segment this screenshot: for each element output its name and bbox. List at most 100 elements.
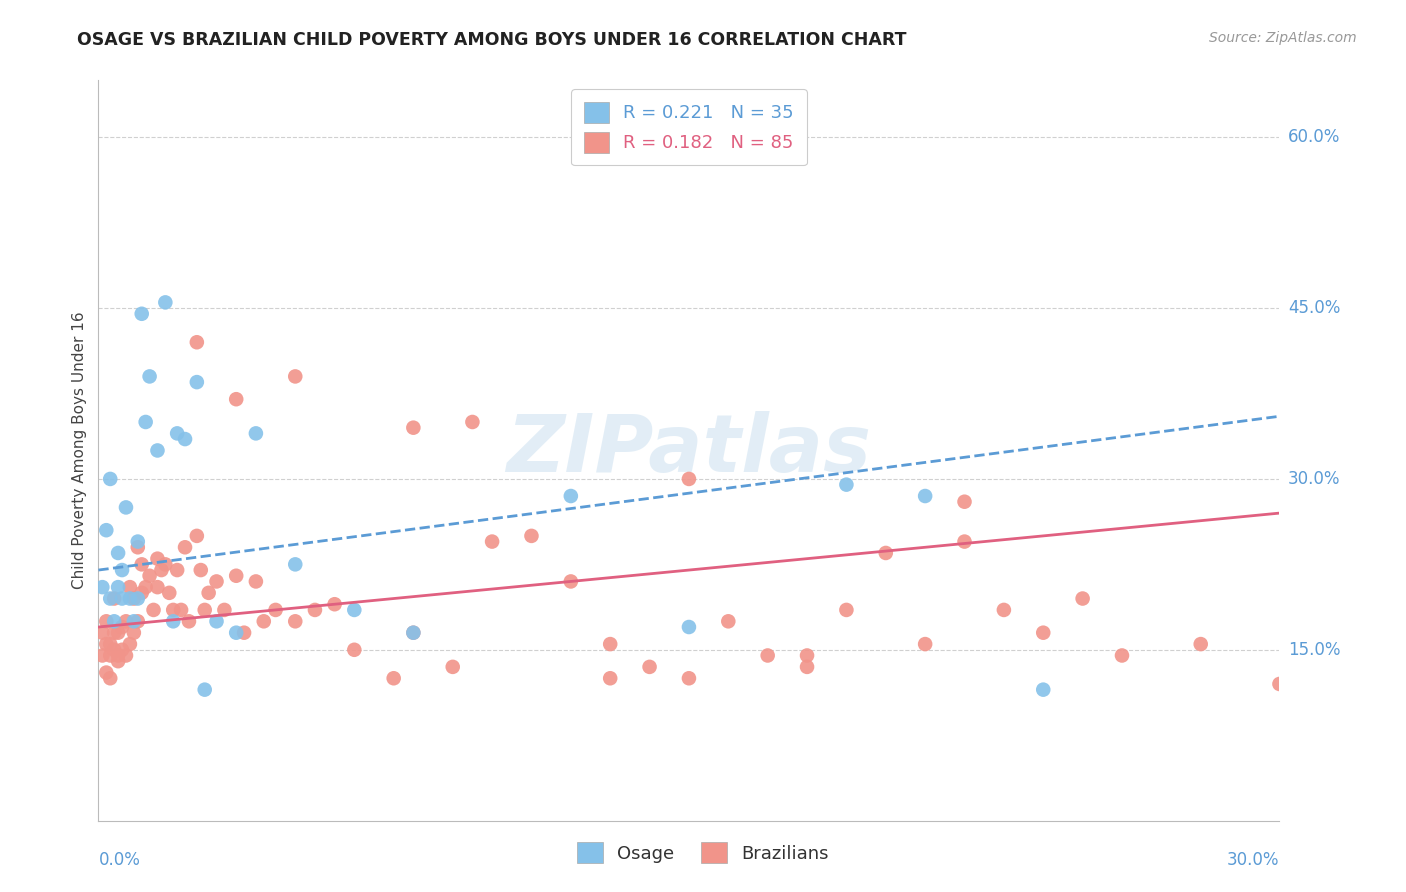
Point: [599, 671, 621, 685]
Point: [875, 546, 897, 560]
Point: [96, 665, 118, 680]
Point: [111, 563, 134, 577]
Point: [953, 534, 976, 549]
Point: [835, 603, 858, 617]
Point: [678, 620, 700, 634]
Text: 45.0%: 45.0%: [1288, 299, 1340, 317]
Point: [678, 671, 700, 685]
Point: [138, 369, 160, 384]
Point: [96, 523, 118, 537]
Point: [174, 541, 197, 555]
Point: [560, 489, 582, 503]
Text: OSAGE VS BRAZILIAN CHILD POVERTY AMONG BOYS UNDER 16 CORRELATION CHART: OSAGE VS BRAZILIAN CHILD POVERTY AMONG B…: [77, 31, 907, 49]
Text: 60.0%: 60.0%: [1288, 128, 1340, 146]
Point: [155, 558, 177, 572]
Point: [142, 603, 165, 617]
Point: [402, 420, 425, 434]
Point: [98, 472, 121, 486]
Point: [914, 637, 936, 651]
Point: [953, 494, 976, 508]
Point: [796, 648, 818, 663]
Point: [118, 580, 141, 594]
Point: [214, 603, 236, 617]
Point: [115, 615, 138, 629]
Point: [96, 637, 118, 651]
Text: 30.0%: 30.0%: [1288, 470, 1340, 488]
Point: [756, 648, 779, 663]
Point: [98, 591, 121, 606]
Y-axis label: Child Poverty Among Boys Under 16: Child Poverty Among Boys Under 16: [72, 311, 87, 590]
Text: 15.0%: 15.0%: [1288, 640, 1340, 659]
Point: [177, 615, 200, 629]
Point: [323, 597, 346, 611]
Point: [115, 500, 138, 515]
Point: [402, 625, 425, 640]
Point: [91, 580, 114, 594]
Point: [253, 615, 276, 629]
Point: [111, 591, 134, 606]
Point: [166, 426, 188, 441]
Point: [98, 648, 121, 663]
Point: [131, 586, 153, 600]
Point: [441, 660, 464, 674]
Point: [233, 625, 256, 640]
Point: [796, 660, 818, 674]
Point: [170, 603, 193, 617]
Point: [186, 529, 208, 543]
Point: [174, 432, 197, 446]
Point: [304, 603, 326, 617]
Point: [103, 591, 125, 606]
Point: [155, 295, 177, 310]
Point: [284, 615, 307, 629]
Point: [127, 534, 149, 549]
Point: [91, 625, 114, 640]
Point: [118, 591, 141, 606]
Point: [599, 637, 621, 651]
Legend: Osage, Brazilians: Osage, Brazilians: [567, 831, 839, 874]
Point: [1268, 677, 1291, 691]
Point: [107, 654, 129, 668]
Point: [103, 625, 125, 640]
Point: [146, 580, 169, 594]
Point: [98, 637, 121, 651]
Point: [717, 615, 740, 629]
Point: [402, 625, 425, 640]
Point: [127, 615, 149, 629]
Point: [481, 534, 503, 549]
Point: [138, 568, 160, 582]
Point: [157, 586, 180, 600]
Point: [103, 615, 125, 629]
Point: [131, 558, 153, 572]
Point: [225, 392, 247, 407]
Text: ZIPatlas: ZIPatlas: [506, 411, 872, 490]
Point: [284, 558, 307, 572]
Point: [150, 563, 173, 577]
Point: [343, 642, 366, 657]
Point: [146, 551, 169, 566]
Text: 30.0%: 30.0%: [1227, 851, 1279, 869]
Point: [91, 648, 114, 663]
Point: [194, 682, 217, 697]
Point: [1071, 591, 1094, 606]
Point: [146, 443, 169, 458]
Point: [1111, 648, 1133, 663]
Point: [186, 335, 208, 350]
Point: [122, 591, 145, 606]
Point: [122, 615, 145, 629]
Text: Source: ZipAtlas.com: Source: ZipAtlas.com: [1209, 31, 1357, 45]
Point: [103, 642, 125, 657]
Point: [284, 369, 307, 384]
Point: [122, 625, 145, 640]
Point: [993, 603, 1015, 617]
Point: [560, 574, 582, 589]
Point: [678, 472, 700, 486]
Point: [111, 642, 134, 657]
Point: [135, 580, 157, 594]
Point: [190, 563, 212, 577]
Point: [461, 415, 484, 429]
Point: [127, 541, 149, 555]
Point: [835, 477, 858, 491]
Point: [194, 603, 217, 617]
Point: [638, 660, 661, 674]
Point: [107, 546, 129, 560]
